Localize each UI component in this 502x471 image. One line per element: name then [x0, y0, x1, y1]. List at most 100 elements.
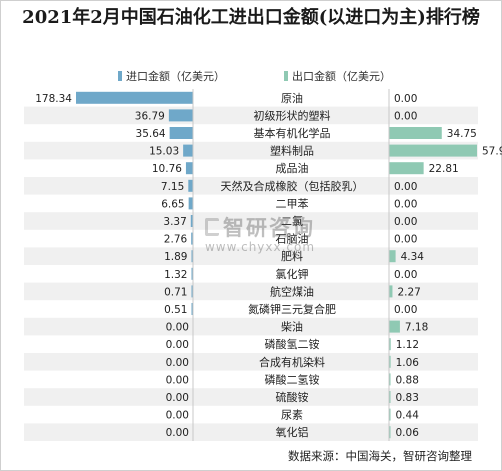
- export-bar: [389, 391, 391, 403]
- export-value-label: 2.27: [397, 286, 420, 298]
- legend-label-import: 进口金额（亿美元）: [126, 70, 225, 83]
- import-value-label: 10.76: [152, 163, 182, 175]
- export-value-label: 34.75: [447, 128, 477, 140]
- export-value-label: 4.34: [401, 251, 425, 263]
- export-value-label: 0.88: [396, 374, 419, 386]
- export-value-label: 0.00: [394, 181, 417, 193]
- export-value-label: 0.00: [394, 234, 417, 246]
- row-stripe: [24, 423, 478, 441]
- import-value-label: 0.51: [164, 304, 187, 316]
- category-label: 尿素: [281, 409, 303, 422]
- import-value-label: 3.37: [163, 216, 186, 228]
- category-label: 氯化钾: [276, 267, 309, 281]
- category-label: 柴油: [281, 320, 303, 334]
- import-bar: [188, 197, 193, 210]
- import-value-label: 0.00: [166, 357, 189, 369]
- export-value-label: 0.00: [394, 93, 417, 105]
- import-value-label: 1.89: [164, 251, 187, 263]
- import-value-label: 0.00: [166, 427, 189, 439]
- import-bar: [191, 232, 193, 245]
- row-stripe: [24, 353, 478, 371]
- import-value-label: 6.65: [161, 198, 184, 210]
- export-value-label: 0.00: [394, 216, 417, 228]
- source-note: 数据来源：中国海关，智研咨询整理: [288, 449, 472, 463]
- import-bar: [191, 285, 193, 298]
- category-label: 航空煤油: [270, 284, 314, 298]
- import-value-label: 0.71: [164, 286, 187, 298]
- legend-item-export: 出口金额（亿美元）: [284, 68, 391, 84]
- category-label: 石脑油: [276, 232, 309, 246]
- export-value-label: 7.18: [405, 322, 428, 334]
- import-value-label: 0.00: [166, 339, 189, 351]
- category-label: 天然及合成橡胶（包括胶乳）: [221, 179, 364, 193]
- row-stripe: [24, 177, 478, 195]
- export-value-label: 0.83: [396, 392, 419, 404]
- legend-swatch-export: [284, 71, 288, 81]
- import-bar: [76, 91, 193, 104]
- category-label: 磷酸氢二铵: [265, 337, 320, 351]
- import-bar: [191, 267, 193, 280]
- row-stripe: [24, 212, 478, 230]
- import-value-label: 15.03: [149, 146, 179, 158]
- import-bar: [183, 144, 193, 157]
- row-stripe: [24, 317, 478, 336]
- category-label: 氧化铝: [276, 425, 309, 439]
- import-value-label: 178.34: [35, 93, 72, 105]
- category-label: 二氯: [281, 214, 303, 228]
- import-bar: [169, 127, 193, 139]
- row-stripe: [24, 141, 478, 160]
- import-value-label: 35.64: [136, 128, 166, 140]
- export-bar: [389, 127, 442, 139]
- export-bar: [389, 162, 424, 175]
- import-value-label: 0.00: [166, 392, 189, 404]
- export-value-label: 0.06: [396, 427, 420, 439]
- row-stripe: [24, 388, 478, 406]
- category-label: 塑料制品: [270, 144, 314, 158]
- legend-swatch-import: [118, 71, 122, 81]
- import-value-label: 1.32: [164, 269, 187, 281]
- import-value-label: 36.79: [135, 110, 165, 122]
- category-label: 氮磷钾三元复合肥: [248, 302, 336, 316]
- category-label: 初级形状的塑料: [254, 108, 331, 122]
- category-label: 二甲苯: [276, 196, 309, 210]
- import-value-label: 7.15: [161, 181, 184, 193]
- category-label: 成品油: [276, 161, 309, 175]
- export-bar: [389, 285, 393, 298]
- row-stripe: [24, 247, 478, 265]
- category-label: 磷酸二氢铵: [265, 372, 320, 386]
- export-value-label: 1.06: [396, 357, 420, 369]
- import-bar: [188, 179, 193, 192]
- chart-title: 2021年2月中国石油化工进出口金额(以进口为主)排行榜: [22, 7, 480, 28]
- export-value-label: 0.00: [394, 269, 417, 281]
- export-bar: [389, 373, 391, 386]
- import-bar: [190, 215, 193, 227]
- export-bar: [389, 250, 396, 263]
- export-value-label: 1.12: [396, 339, 419, 351]
- export-value-label: 0.44: [396, 410, 420, 422]
- legend-item-import: 进口金额（亿美元）: [118, 68, 225, 84]
- import-bar: [185, 162, 193, 175]
- export-bar: [389, 426, 391, 439]
- category-label: 硫酸铵: [276, 390, 309, 404]
- row-stripe: [24, 282, 478, 301]
- export-bar: [389, 338, 391, 351]
- export-bar: [389, 320, 400, 333]
- row-stripe: [24, 106, 478, 125]
- export-value-label: 0.00: [394, 110, 417, 122]
- export-bar: [389, 144, 477, 157]
- export-bar: [389, 408, 391, 421]
- category-label: 肥料: [281, 249, 303, 263]
- category-label: 原油: [281, 91, 303, 105]
- import-bar: [191, 303, 193, 315]
- export-bar: [389, 355, 391, 368]
- import-bar: [168, 109, 193, 122]
- import-bar: [191, 250, 193, 263]
- import-value-label: 0.00: [166, 410, 189, 422]
- export-value-label: 0.00: [394, 198, 417, 210]
- category-label: 基本有机化学品: [254, 126, 331, 140]
- export-value-label: 22.81: [429, 163, 459, 175]
- category-label: 合成有机染料: [259, 355, 325, 369]
- import-value-label: 0.00: [166, 374, 189, 386]
